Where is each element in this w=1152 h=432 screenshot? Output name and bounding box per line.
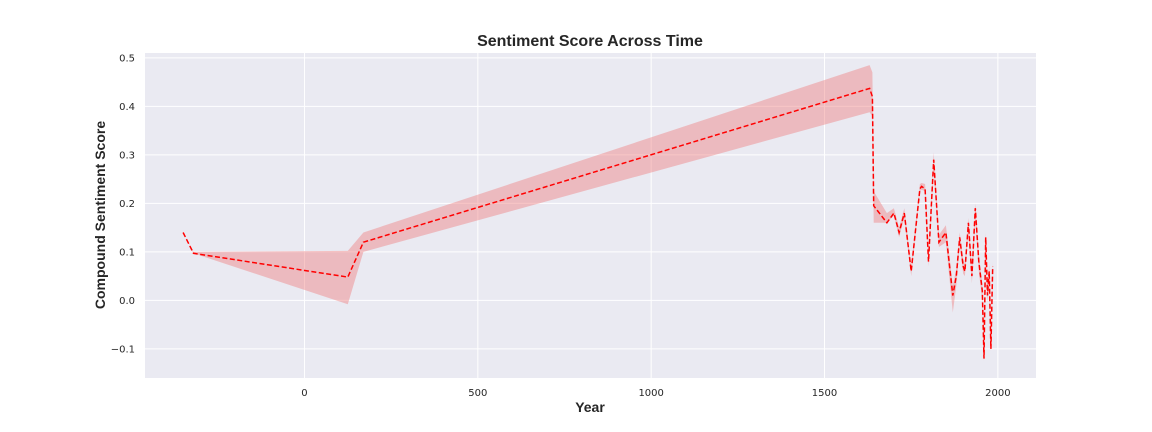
x-axis-label: Year — [575, 399, 605, 415]
y-tick-label: 0.5 — [119, 53, 135, 64]
y-tick-label: 0.4 — [119, 102, 135, 113]
y-tick-label: 0.1 — [119, 247, 135, 258]
y-tick-label: −0.1 — [111, 344, 135, 355]
series-line — [182, 87, 994, 359]
chart-title: Sentiment Score Across Time — [477, 33, 703, 50]
x-tick-label: 1500 — [812, 388, 837, 399]
y-tick-label: 0.0 — [119, 296, 135, 307]
x-tick-label: 1000 — [638, 388, 663, 399]
x-axis-ticks: 0 500 1000 1500 2000 — [301, 388, 1010, 399]
x-tick-label: 2000 — [985, 388, 1010, 399]
y-tick-label: 0.2 — [119, 199, 135, 210]
y-tick-label: 0.3 — [119, 150, 135, 161]
plot-area — [145, 53, 1036, 378]
x-tick-label: 0 — [301, 388, 307, 399]
y-axis-ticks: −0.1 0.0 0.1 0.2 0.3 0.4 0.5 — [111, 53, 135, 355]
x-tick-label: 500 — [468, 388, 487, 399]
y-axis-label: Compound Sentiment Score — [92, 121, 108, 309]
grid — [145, 53, 1036, 378]
